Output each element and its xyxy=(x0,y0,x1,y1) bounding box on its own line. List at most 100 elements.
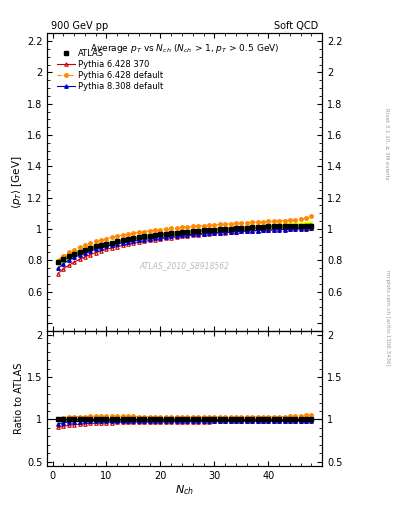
Pythia 6.428 default xyxy=(147,228,152,234)
Pythia 8.308 default xyxy=(233,228,238,234)
Pythia 8.308 default xyxy=(104,243,109,249)
Pythia 6.428 370 xyxy=(66,262,71,268)
ATLAS xyxy=(212,226,217,232)
Pythia 6.428 370 xyxy=(207,231,211,237)
Pythia 6.428 370 xyxy=(255,227,260,233)
Pythia 8.308 default xyxy=(304,226,309,232)
ATLAS xyxy=(153,232,158,238)
Text: Soft QCD: Soft QCD xyxy=(274,20,318,31)
Pythia 6.428 default xyxy=(66,249,71,255)
Pythia 6.428 370 xyxy=(191,232,195,238)
Pythia 6.428 370 xyxy=(223,229,228,236)
ATLAS xyxy=(298,223,303,229)
Pythia 6.428 default xyxy=(99,237,103,243)
X-axis label: $N_{ch}$: $N_{ch}$ xyxy=(175,483,194,497)
ATLAS xyxy=(94,243,98,249)
Pythia 6.428 370 xyxy=(309,224,314,230)
ATLAS xyxy=(185,228,190,234)
Pythia 6.428 370 xyxy=(244,228,249,234)
ATLAS xyxy=(120,238,125,244)
Pythia 6.428 default xyxy=(77,244,82,250)
Pythia 8.308 default xyxy=(255,227,260,233)
ATLAS xyxy=(223,226,228,232)
Pythia 6.428 370 xyxy=(72,259,77,265)
Pythia 8.308 default xyxy=(196,231,200,237)
Line: Pythia 6.428 370: Pythia 6.428 370 xyxy=(56,226,313,275)
Pythia 8.308 default xyxy=(83,250,87,256)
Pythia 6.428 370 xyxy=(201,231,206,238)
Pythia 6.428 default xyxy=(239,220,244,226)
Pythia 6.428 default xyxy=(55,258,60,264)
Pythia 6.428 370 xyxy=(136,239,141,245)
Pythia 6.428 370 xyxy=(217,230,222,236)
Pythia 8.308 default xyxy=(228,229,233,235)
Pythia 6.428 default xyxy=(201,222,206,228)
Pythia 6.428 370 xyxy=(147,238,152,244)
Pythia 6.428 default xyxy=(104,236,109,242)
Pythia 6.428 370 xyxy=(298,225,303,231)
ATLAS xyxy=(169,230,174,236)
Pythia 8.308 default xyxy=(115,241,119,247)
Line: Pythia 8.308 default: Pythia 8.308 default xyxy=(56,227,313,270)
Pythia 6.428 default xyxy=(244,220,249,226)
Pythia 6.428 default xyxy=(120,232,125,238)
Pythia 8.308 default xyxy=(185,232,190,238)
Line: Pythia 6.428 default: Pythia 6.428 default xyxy=(56,215,313,262)
Pythia 6.428 default xyxy=(158,226,163,232)
Pythia 8.308 default xyxy=(293,226,298,232)
Pythia 6.428 default xyxy=(282,218,287,224)
ATLAS xyxy=(104,241,109,247)
Pythia 6.428 default xyxy=(153,227,158,233)
Pythia 6.428 370 xyxy=(304,225,309,231)
Pythia 6.428 370 xyxy=(61,266,66,272)
ATLAS xyxy=(288,223,292,229)
ATLAS xyxy=(233,225,238,231)
Pythia 6.428 370 xyxy=(180,233,184,240)
Pythia 6.428 370 xyxy=(120,242,125,248)
Pythia 6.428 370 xyxy=(261,227,265,233)
ATLAS xyxy=(261,224,265,230)
Pythia 8.308 default xyxy=(201,230,206,237)
ATLAS xyxy=(131,236,136,242)
Pythia 8.308 default xyxy=(94,246,98,252)
Pythia 6.428 370 xyxy=(163,235,168,241)
Pythia 8.308 default xyxy=(120,240,125,246)
Pythia 8.308 default xyxy=(77,252,82,258)
ATLAS xyxy=(158,231,163,238)
ATLAS xyxy=(196,228,200,234)
ATLAS xyxy=(304,223,309,229)
Pythia 8.308 default xyxy=(55,265,60,271)
Pythia 8.308 default xyxy=(239,228,244,234)
Pythia 8.308 default xyxy=(88,248,93,254)
Pythia 8.308 default xyxy=(266,227,271,233)
Pythia 6.428 370 xyxy=(110,245,114,251)
Pythia 8.308 default xyxy=(191,231,195,238)
Pythia 6.428 370 xyxy=(88,251,93,258)
Pythia 6.428 370 xyxy=(277,226,281,232)
Pythia 6.428 default xyxy=(131,230,136,236)
Text: mcplots.cern.ch [arXiv:1306.3436]: mcplots.cern.ch [arXiv:1306.3436] xyxy=(385,270,389,365)
Pythia 6.428 default xyxy=(61,253,66,259)
Pythia 8.308 default xyxy=(309,225,314,231)
Pythia 6.428 370 xyxy=(169,234,174,241)
Pythia 8.308 default xyxy=(99,245,103,251)
Pythia 6.428 default xyxy=(293,217,298,223)
Pythia 8.308 default xyxy=(169,233,174,240)
Pythia 6.428 default xyxy=(174,225,179,231)
Pythia 8.308 default xyxy=(136,238,141,244)
Pythia 6.428 default xyxy=(196,223,200,229)
ATLAS xyxy=(136,234,141,241)
Pythia 6.428 370 xyxy=(99,248,103,254)
Pythia 6.428 default xyxy=(169,225,174,231)
ATLAS xyxy=(180,229,184,235)
Pythia 6.428 370 xyxy=(153,237,158,243)
Pythia 6.428 370 xyxy=(174,234,179,240)
Legend: ATLAS, Pythia 6.428 370, Pythia 6.428 default, Pythia 8.308 default: ATLAS, Pythia 6.428 370, Pythia 6.428 de… xyxy=(54,47,166,94)
Pythia 6.428 default xyxy=(228,221,233,227)
Pythia 6.428 370 xyxy=(104,246,109,252)
ATLAS xyxy=(126,236,130,242)
Pythia 6.428 370 xyxy=(282,226,287,232)
ATLAS xyxy=(83,247,87,253)
Pythia 6.428 370 xyxy=(131,240,136,246)
ATLAS xyxy=(309,223,314,229)
